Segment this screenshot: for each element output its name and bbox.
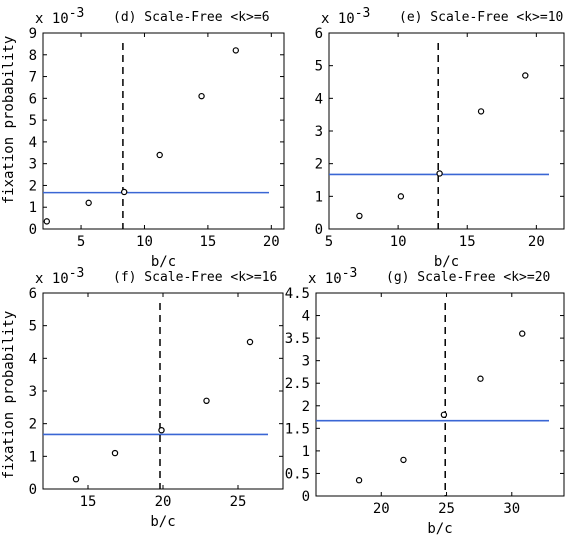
x-tick-label: 30 — [503, 501, 520, 517]
data-point — [120, 188, 128, 196]
x-tick-label: 15 — [80, 494, 97, 510]
x-tick-label: 10 — [390, 234, 407, 250]
x-tick-label: 15 — [459, 234, 476, 250]
panel-f: 0 1 2 3 4 5 6 15 20 25 b/c x 10-3 (f) Scale-Free <k>… — [29, 266, 284, 530]
data-point — [356, 212, 363, 220]
y-tick-label: 1 — [302, 444, 310, 460]
panel-e: 0 1 2 3 4 5 6 5 10 15 20 b/c x 10-3 (e) Scale-Free <k… — [315, 6, 565, 270]
y-tick-label: 0 — [29, 482, 37, 498]
x-tick-label: 25 — [230, 494, 247, 510]
data-point — [519, 330, 526, 337]
y-tick-label: 1 — [29, 449, 37, 465]
y-scale-factor: x 10-3 — [308, 266, 357, 287]
x-axis-label: b/c — [427, 521, 452, 537]
y-tick-label: 5 — [29, 319, 37, 335]
axes-frame — [42, 32, 285, 230]
data-point — [522, 72, 529, 79]
y-tick-label: 3 — [29, 157, 37, 173]
y-tick-label: 0.5 — [285, 466, 310, 482]
x-tick-label: 10 — [136, 234, 153, 250]
y-scale-factor: x 10-3 — [321, 6, 370, 27]
y-tick-label: 9 — [29, 26, 37, 42]
data-point — [477, 108, 485, 115]
y-tick-label: 0 — [29, 222, 37, 238]
y-tick-label: 6 — [29, 91, 37, 107]
panel-title: (g) Scale-Free <k>=20 — [386, 270, 550, 285]
y-tick-label: 5 — [315, 59, 323, 75]
y-tick-label: 2 — [315, 157, 323, 173]
x-tick-label: 20 — [373, 501, 390, 517]
data-point — [246, 338, 254, 346]
y-scale-factor: x 10-3 — [35, 6, 84, 27]
y-tick-label: 8 — [29, 48, 37, 64]
y-tick-label: 1.5 — [285, 421, 310, 437]
y-tick-label: 5 — [29, 113, 37, 129]
y-scale-factor: x 10-3 — [35, 266, 84, 287]
x-axis-label: b/c — [434, 254, 459, 270]
data-point — [203, 397, 210, 404]
data-point — [477, 375, 484, 382]
y-tick-label: 6 — [315, 26, 323, 42]
y-tick-label: 2 — [29, 417, 37, 433]
y-tick-label: 1 — [29, 200, 37, 216]
data-point — [156, 151, 163, 159]
y-tick-label: 1 — [315, 189, 323, 205]
y-tick-label: 4 — [29, 135, 37, 151]
ylabel-bottom: fixation probability — [1, 311, 17, 480]
data-point — [400, 456, 407, 464]
y-tick-label: 4 — [302, 309, 310, 325]
data-point — [85, 199, 92, 207]
x-tick-label: 5 — [325, 234, 333, 250]
y-tick-label: 6 — [29, 286, 37, 302]
panel-d: 0 1 2 3 4 5 6 7 8 9 5 10 15 20 b/c x 10-3 (d) Scale-Free… — [29, 6, 285, 270]
y-tick-label: 3 — [302, 354, 310, 370]
x-axis-label: b/c — [151, 254, 176, 270]
y-tick-label: 4.5 — [285, 286, 310, 302]
ylabel-top: fixation probability — [1, 36, 17, 205]
data-point — [43, 218, 51, 225]
y-tick-label: 3 — [315, 124, 323, 140]
data-point — [158, 427, 165, 434]
data-point — [111, 449, 119, 457]
y-tick-label: 7 — [29, 70, 37, 86]
data-point — [397, 193, 405, 200]
panel-g: 0 0.5 1 1.5 2 2.5 3 3.5 4 4.5 20 25 30 b/c x 10-3 (g) S… — [285, 266, 565, 537]
y-tick-label: 0 — [302, 489, 310, 505]
x-axis-label: b/c — [150, 514, 175, 530]
data-point — [232, 47, 239, 54]
x-tick-label: 20 — [263, 234, 280, 250]
data-point — [440, 411, 448, 418]
y-tick-label: 3 — [29, 384, 37, 400]
axes-frame — [328, 32, 565, 230]
y-tick-label: 3.5 — [285, 331, 310, 347]
x-tick-label: 5 — [77, 234, 85, 250]
data-point — [72, 476, 80, 483]
data-point — [198, 92, 205, 100]
x-tick-label: 25 — [438, 501, 455, 517]
y-tick-label: 2 — [302, 399, 310, 415]
y-tick-label: 2.5 — [285, 376, 310, 392]
panel-title: (e) Scale-Free <k>=10 — [399, 10, 563, 25]
data-point — [436, 170, 443, 177]
panel-title: (d) Scale-Free <k>=6 — [113, 10, 270, 25]
x-tick-label: 15 — [199, 234, 216, 250]
x-tick-label: 20 — [528, 234, 545, 250]
data-point — [355, 477, 363, 484]
y-tick-label: 0 — [315, 222, 323, 238]
axes-frame — [42, 292, 284, 490]
y-tick-label: 4 — [315, 91, 323, 107]
panel-title: (f) Scale-Free <k>=16 — [113, 270, 277, 285]
axes-frame — [315, 292, 565, 497]
x-tick-label: 20 — [155, 494, 172, 510]
y-tick-label: 4 — [29, 351, 37, 367]
y-tick-label: 2 — [29, 178, 37, 194]
